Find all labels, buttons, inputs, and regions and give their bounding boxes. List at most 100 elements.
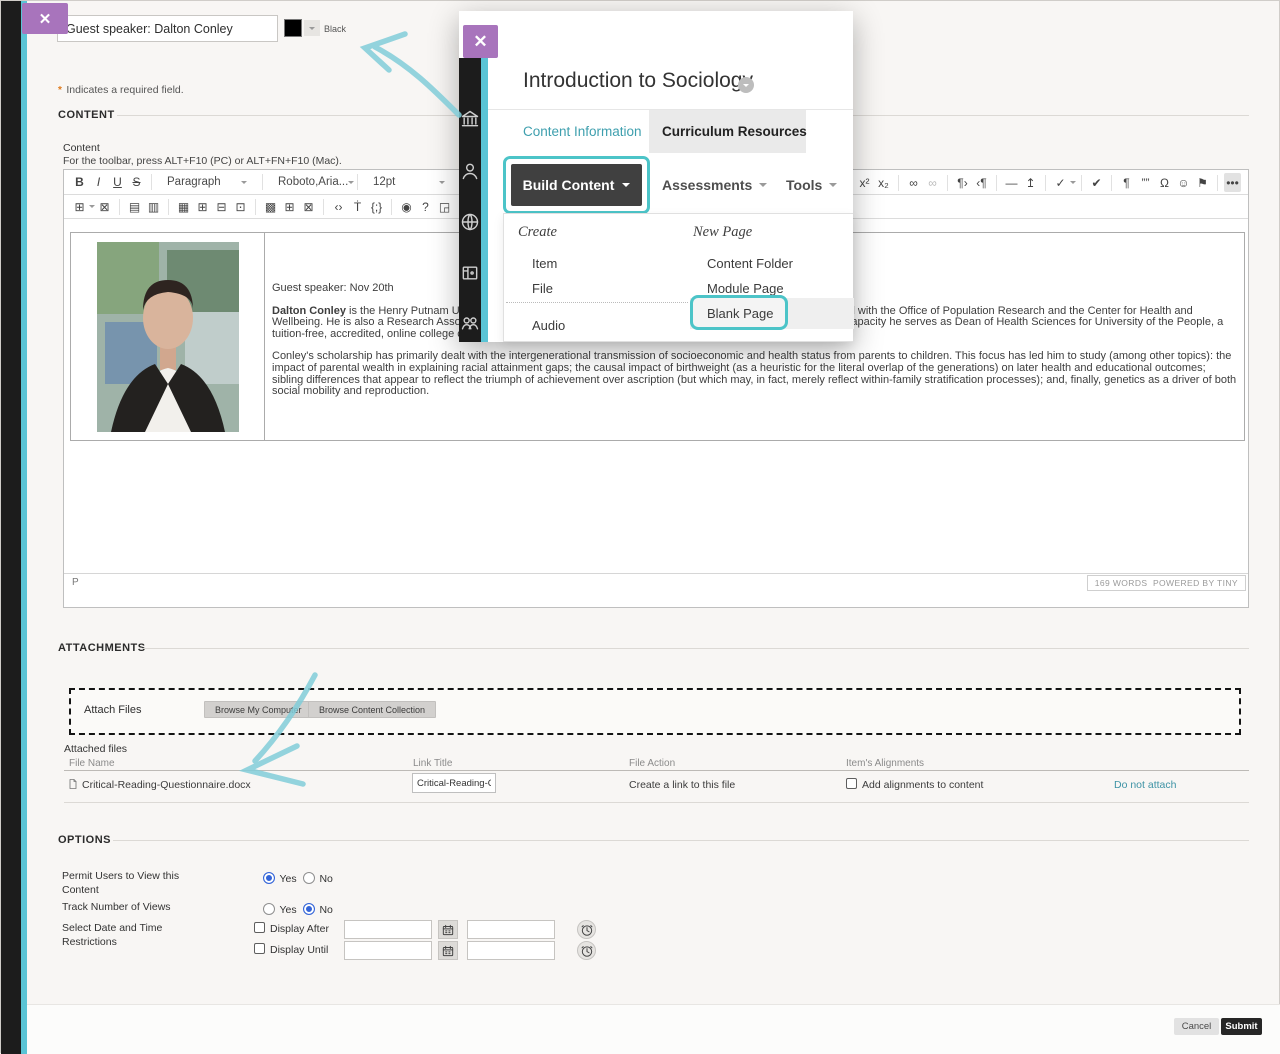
add-alignments-checkbox[interactable]	[846, 778, 857, 789]
table-menu-button[interactable]: ⊞	[74, 199, 85, 214]
content-name-input[interactable]	[57, 15, 278, 42]
special-character-icon[interactable]: Ω	[1160, 175, 1169, 190]
assessments-button[interactable]: Assessments	[662, 177, 768, 193]
superscript-icon[interactable]: x²	[859, 175, 870, 190]
spellcheck-icon[interactable]: ✓	[1055, 175, 1066, 190]
do-not-attach-link[interactable]: Do not attach	[1114, 779, 1177, 791]
color-dropdown-button[interactable]	[304, 20, 320, 36]
table-bottom-rule	[64, 802, 1249, 803]
emoticon-icon[interactable]: ☺	[1177, 175, 1190, 190]
blockquote-icon[interactable]: ””	[1141, 175, 1150, 190]
required-note: Indicates a required field.	[66, 84, 184, 96]
insert-link-icon[interactable]: ∞	[909, 175, 918, 190]
course-title: Introduction to Sociology	[523, 69, 753, 92]
time-picker-button[interactable]	[577, 920, 596, 939]
calendar-picker-button[interactable]	[438, 941, 458, 960]
radio-selected-icon[interactable]	[303, 903, 315, 915]
italic-icon[interactable]: I	[96, 175, 101, 189]
outdent-icon[interactable]: ‹¶	[976, 175, 987, 190]
close-panel-button[interactable]: ✕	[22, 3, 68, 34]
indent-icon[interactable]: ¶›	[957, 175, 968, 190]
required-asterisk: *	[58, 85, 62, 96]
subscript-icon[interactable]: x₂	[878, 175, 889, 190]
track-no-option[interactable]: No	[303, 900, 333, 918]
table-properties-icon[interactable]: ▤	[128, 199, 141, 214]
toolbar-right-group: x² x₂ ∞ ∞ ¶› ‹¶ — ↥ ✓ ✔ ¶ ”” Ω ☺ ⚑ •••	[855, 170, 1242, 195]
close-icon: ✕	[38, 10, 52, 28]
delete-column-icon[interactable]: ⊠	[303, 199, 314, 214]
tab-curriculum-resources-label[interactable]: Curriculum Resources	[662, 124, 807, 139]
radio-icon[interactable]	[263, 903, 275, 915]
element-path[interactable]: P	[72, 577, 79, 588]
link-title-input[interactable]	[412, 773, 496, 793]
accessibility-checker-icon[interactable]: Ṫ	[353, 199, 362, 214]
permit-yes-option[interactable]: Yes	[263, 869, 297, 887]
display-after-label: Display After	[270, 923, 329, 935]
display-after-checkbox[interactable]	[254, 922, 265, 933]
popup-sidebar	[459, 58, 481, 342]
popup-close-button[interactable]: ✕	[463, 25, 498, 58]
course-title-chevron-icon[interactable]	[738, 77, 754, 93]
insert-content-icon[interactable]: ↥	[1025, 175, 1036, 190]
calendar-picker-button[interactable]	[438, 920, 458, 939]
create-column-header: Create	[518, 224, 557, 240]
display-after-time-input[interactable]	[467, 920, 555, 939]
underline-icon[interactable]: U	[113, 175, 122, 189]
tab-curriculum-resources[interactable]	[649, 110, 806, 153]
more-tools-button[interactable]: •••	[1224, 173, 1241, 192]
browse-my-computer-button[interactable]: Browse My Computer	[204, 701, 313, 718]
bookmark-icon[interactable]: ⚑	[1197, 175, 1208, 190]
radio-selected-icon[interactable]	[263, 872, 275, 884]
horizontal-rule-icon[interactable]: —	[1005, 175, 1018, 190]
menu-item-module-page[interactable]: Module Page	[707, 281, 784, 296]
delete-table-icon[interactable]: ⊠	[99, 199, 110, 214]
menu-item-audio[interactable]: Audio	[532, 318, 566, 333]
submit-button[interactable]: Submit	[1221, 1018, 1262, 1035]
code-sample-icon[interactable]: {;}	[370, 199, 383, 214]
display-after-date-input[interactable]	[344, 920, 432, 939]
display-until-time-input[interactable]	[467, 941, 555, 960]
font-size-select[interactable]: 12pt	[367, 173, 451, 192]
build-content-button[interactable]: Build Content	[511, 164, 642, 206]
preview-icon[interactable]: ◉	[401, 199, 412, 214]
help-icon[interactable]: ?	[422, 199, 429, 214]
merge-cells-icon[interactable]: ▩	[264, 199, 277, 214]
display-until-checkbox[interactable]	[254, 943, 265, 954]
cancel-button[interactable]: Cancel	[1174, 1018, 1219, 1035]
menu-item-item[interactable]: Item	[532, 256, 558, 271]
browse-content-collection-button[interactable]: Browse Content Collection	[308, 701, 437, 718]
menu-item-file[interactable]: File	[532, 281, 553, 296]
strikethrough-icon[interactable]: S	[132, 175, 141, 189]
radio-icon[interactable]	[303, 872, 315, 884]
insert-column-icon[interactable]: ⊟	[216, 199, 227, 214]
display-until-date-input[interactable]	[344, 941, 432, 960]
text-color-swatch[interactable]	[284, 19, 302, 37]
source-code-icon[interactable]: ‹›	[334, 199, 343, 214]
permit-no-option[interactable]: No	[303, 869, 333, 887]
time-picker-button[interactable]	[577, 941, 596, 960]
tab-content-information[interactable]: Content Information	[523, 124, 642, 139]
insert-row-above-icon[interactable]: ▦	[177, 199, 190, 214]
chevron-down-icon	[241, 180, 247, 184]
scholarship-paragraph: Conley's scholarship has primarily dealt…	[272, 350, 1237, 398]
attached-file-name[interactable]: Critical-Reading-Questionnaire.docx	[82, 779, 251, 791]
col-items-alignments: Item's Alignments	[846, 758, 925, 769]
attachments-section-heading: ATTACHMENTS	[58, 642, 146, 654]
insert-row-below-icon[interactable]: ⊞	[197, 199, 208, 214]
bold-icon[interactable]: B	[75, 175, 84, 189]
tools-button[interactable]: Tools	[786, 177, 838, 193]
fullscreen-icon[interactable]: ◲	[438, 199, 451, 214]
cell-properties-icon[interactable]: ▥	[147, 199, 160, 214]
remove-link-icon[interactable]: ∞	[928, 175, 937, 190]
editor-status-bar: P 169 WORDS POWERED BY TINY	[64, 573, 1248, 591]
paragraph-marks-icon[interactable]: ¶	[1123, 175, 1130, 190]
accept-icon[interactable]: ✔	[1091, 175, 1102, 190]
font-family-select[interactable]: Roboto,Aria...	[272, 173, 355, 192]
paragraph-style-select[interactable]: Paragraph	[161, 173, 253, 192]
split-cell-icon[interactable]: ⊞	[284, 199, 295, 214]
menu-item-blank-page[interactable]: Blank Page	[707, 306, 774, 321]
track-yes-option[interactable]: Yes	[263, 900, 297, 918]
menu-item-content-folder[interactable]: Content Folder	[707, 256, 793, 271]
attached-files-label: Attached files	[64, 743, 128, 755]
delete-row-icon[interactable]: ⊡	[235, 199, 246, 214]
